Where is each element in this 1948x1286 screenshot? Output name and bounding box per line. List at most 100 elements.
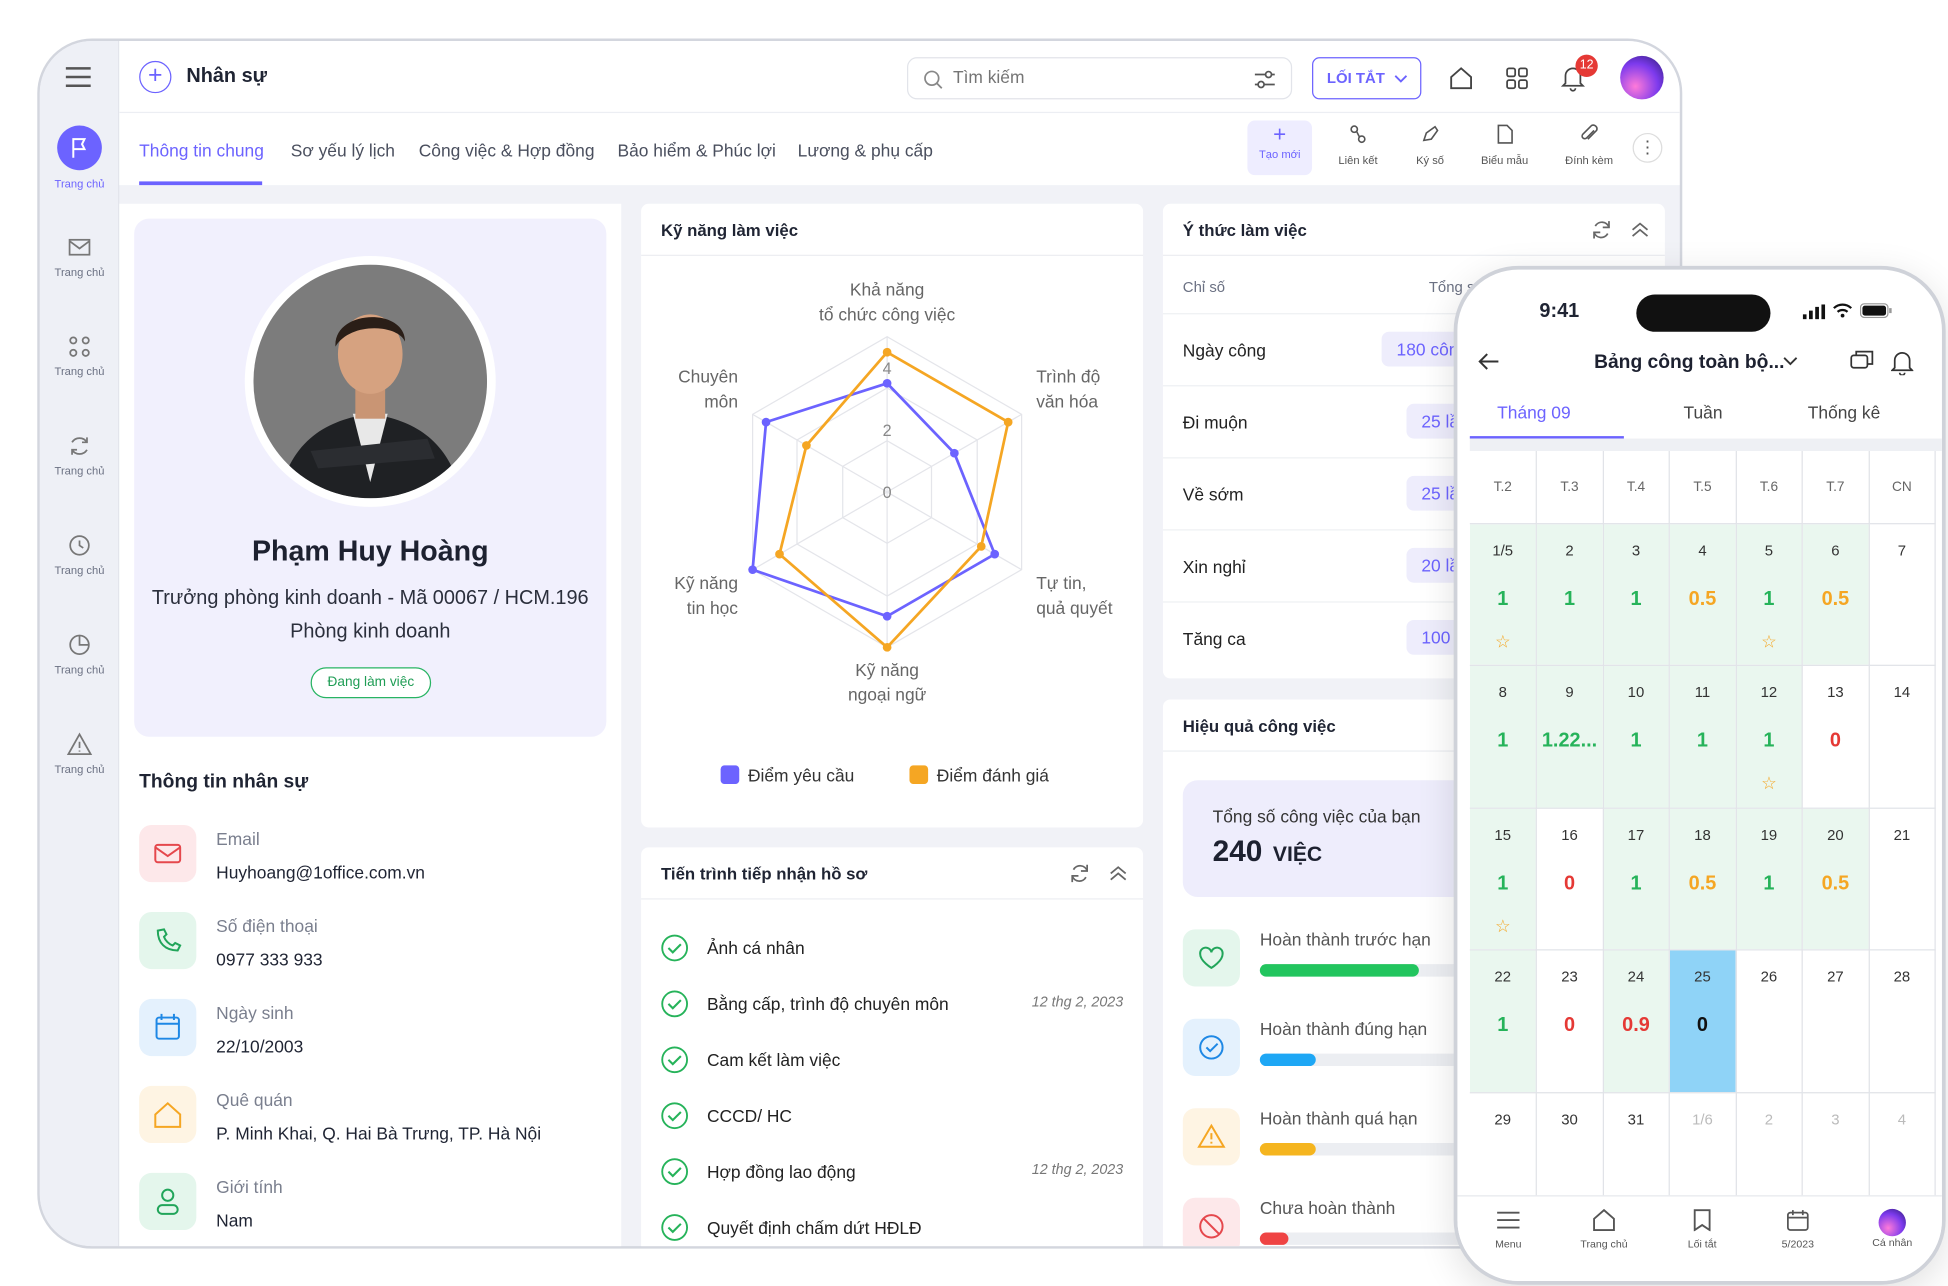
calendar-day[interactable]: 18 0.5 xyxy=(1669,807,1737,951)
avatar[interactable] xyxy=(1620,55,1664,100)
tab-resume[interactable]: Sơ yếu lý lịch xyxy=(290,140,395,161)
check-circle-icon xyxy=(661,934,689,962)
calendar-day[interactable]: 28 xyxy=(1868,949,1936,1093)
nav-shortcut[interactable]: Lối tắt xyxy=(1669,1209,1736,1250)
calendar-day[interactable]: 6 0.5 xyxy=(1802,523,1870,666)
nav-home[interactable]: Trang chủ xyxy=(1569,1208,1639,1250)
process-card: Tiến trình tiếp nhận hồ sơ Ảnh cá nhân Bằ… xyxy=(641,847,1144,1247)
calendar-day[interactable]: 25 0 xyxy=(1669,949,1737,1093)
tab-stats[interactable]: Thống kê xyxy=(1807,402,1881,423)
day-number: 26 xyxy=(1760,967,1778,986)
apps-grid-icon[interactable] xyxy=(1505,66,1530,91)
shortcut-dropdown[interactable]: LỐI TẮT xyxy=(1312,57,1422,100)
attach-button[interactable]: Đính kèm xyxy=(1556,123,1623,166)
dynamic-island xyxy=(1636,294,1771,332)
chat-icon[interactable] xyxy=(1850,350,1875,372)
attitude-row-label: Ngày công xyxy=(1182,340,1266,361)
sidebar-item-clock[interactable]: Trang chủ xyxy=(40,532,120,576)
sign-button[interactable]: Ký số xyxy=(1399,123,1461,166)
radar-axis-label: môn xyxy=(704,392,738,412)
calendar-day[interactable]: 23 0 xyxy=(1536,949,1604,1093)
divider xyxy=(1162,750,1665,752)
sidebar-item-warning[interactable]: Trang chủ xyxy=(40,731,120,775)
radar-axis-label: quả quyết xyxy=(1036,598,1112,618)
weekday-header: T.7 xyxy=(1802,451,1870,524)
check-circle-icon xyxy=(661,990,689,1018)
link-button[interactable]: Liên kết xyxy=(1327,123,1389,166)
calendar-day[interactable]: 19 1 xyxy=(1735,807,1803,951)
process-item[interactable]: Bằng cấp, trình độ chuyên môn 12 thg 2, 2… xyxy=(661,990,1123,1020)
search-bar[interactable] xyxy=(906,57,1293,100)
calendar-day[interactable]: 4 0.5 xyxy=(1669,523,1737,666)
calendar-day[interactable]: 13 0 xyxy=(1802,665,1870,809)
calendar-day[interactable]: 26 xyxy=(1735,949,1803,1093)
calendar-day[interactable]: 16 0 xyxy=(1536,807,1604,951)
sidebar-item-home-flag[interactable]: Trang chủ xyxy=(40,125,120,190)
nav-menu[interactable]: Menu xyxy=(1480,1209,1537,1250)
calendar-day[interactable]: 14 xyxy=(1868,665,1936,809)
bell-icon[interactable] xyxy=(1891,350,1914,376)
process-item[interactable]: Ảnh cá nhân xyxy=(661,934,1123,964)
nav-profile[interactable]: Cá nhân xyxy=(1857,1208,1927,1249)
sidebar-item-mail[interactable]: Trang chủ xyxy=(40,234,120,278)
nav-label: Trang chủ xyxy=(1580,1237,1628,1250)
tab-week[interactable]: Tuần xyxy=(1683,402,1723,423)
process-item[interactable]: CCCD/ HC xyxy=(661,1102,1123,1132)
day-workday-value: 0.5 xyxy=(1688,872,1717,894)
radar-tick-label: 2 xyxy=(883,422,892,440)
legend-required: Điểm yêu cầu xyxy=(720,765,854,785)
process-item[interactable]: Hợp đồng lao động 12 thg 2, 2023 xyxy=(661,1158,1123,1188)
calendar-day[interactable]: 17 1 xyxy=(1602,807,1670,951)
day-workday-value: 1 xyxy=(1696,730,1708,752)
sidebar-item-nodes[interactable]: Trang chủ xyxy=(40,333,120,378)
chevron-down-icon[interactable] xyxy=(1783,357,1798,367)
attitude-row-label: Đi muộn xyxy=(1182,412,1248,433)
template-button[interactable]: Biểu mẫu xyxy=(1471,123,1538,166)
calendar-day[interactable]: 21 xyxy=(1868,807,1936,951)
calendar-day[interactable]: 12 1 ☆ xyxy=(1735,665,1803,809)
day-number: 9 xyxy=(1565,683,1574,701)
total-tasks-label: Tổng số công việc của bạn xyxy=(1212,806,1421,827)
weekday-header: T.3 xyxy=(1536,451,1604,524)
calendar-day[interactable]: 10 1 xyxy=(1602,665,1670,809)
home-icon[interactable] xyxy=(1449,66,1474,91)
calendar-day[interactable]: 11 1 xyxy=(1669,665,1737,809)
star-icon: ☆ xyxy=(1494,630,1511,651)
collapse-icon[interactable] xyxy=(1630,220,1650,240)
tab-insurance[interactable]: Bảo hiểm & Phúc lợi xyxy=(617,140,776,161)
calendar-day[interactable]: 9 1.22... xyxy=(1536,665,1604,809)
screen-title[interactable]: Bảng công toàn bộ... xyxy=(1594,351,1785,373)
calendar-day[interactable]: 7 xyxy=(1868,523,1936,666)
process-item[interactable]: Cam kết làm việc xyxy=(661,1046,1123,1076)
calendar-day[interactable]: 15 1 ☆ xyxy=(1469,807,1537,951)
day-workday-value: 0 xyxy=(1563,872,1576,894)
refresh-icon[interactable] xyxy=(1069,862,1091,884)
process-item[interactable]: Quyết định chấm dứt HĐLĐ xyxy=(661,1214,1123,1244)
nav-calendar[interactable]: 5/2023 xyxy=(1763,1209,1833,1250)
sidebar-item-chart[interactable]: Trang chủ xyxy=(40,631,120,676)
back-arrow-icon[interactable] xyxy=(1477,352,1499,372)
calendar-day[interactable]: 5 1 ☆ xyxy=(1735,523,1803,666)
calendar-day[interactable]: 20 0.5 xyxy=(1802,807,1870,951)
menu-icon[interactable] xyxy=(65,66,92,88)
calendar-day[interactable]: 27 xyxy=(1802,949,1870,1093)
tab-general-info[interactable]: Thông tin chung xyxy=(139,140,264,161)
day-workday-value: 1 xyxy=(1497,588,1509,610)
tab-salary[interactable]: Lương & phụ cấp xyxy=(797,140,933,161)
refresh-icon[interactable] xyxy=(1590,219,1612,241)
collapse-icon[interactable] xyxy=(1108,864,1128,884)
filter-sliders-icon[interactable] xyxy=(1254,70,1276,90)
sidebar-item-refresh[interactable]: Trang chủ xyxy=(40,432,120,477)
calendar-day[interactable]: 1/5 1 ☆ xyxy=(1469,523,1537,666)
add-circle-icon[interactable]: + xyxy=(139,60,172,94)
calendar-day[interactable]: 22 1 xyxy=(1469,949,1537,1093)
more-options-icon[interactable]: ⋮ xyxy=(1632,132,1663,163)
create-new-button[interactable]: + Tạo mới xyxy=(1247,120,1313,176)
tab-work-contract[interactable]: Công việc & Hợp đồng xyxy=(418,140,595,161)
calendar-day[interactable]: 24 0.9 xyxy=(1602,949,1670,1093)
tab-month[interactable]: Tháng 09 xyxy=(1497,402,1571,423)
search-input[interactable] xyxy=(952,67,1227,87)
